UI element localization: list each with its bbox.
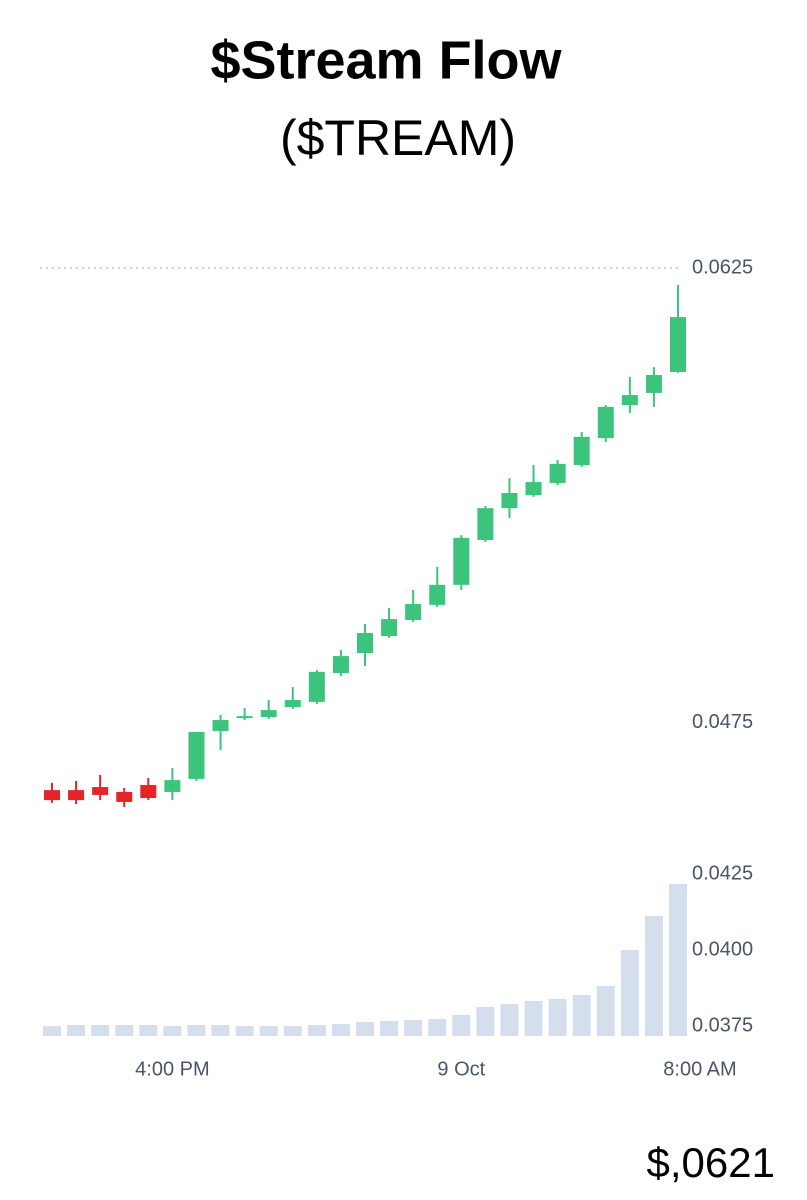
volume-bar [139,1025,158,1036]
y-tick-label: 0.0425 [692,863,753,885]
y-tick-label: 0.0400 [692,938,753,960]
volume-bar [235,1026,254,1036]
volume-bar [187,1025,206,1036]
y-tick-label: 0.0475 [692,711,753,733]
candle-body [332,656,349,674]
candle-body [670,317,686,372]
volume-bar [644,916,663,1036]
candle-body [212,720,229,731]
volume-bar [500,1004,519,1036]
volume-bar [211,1025,230,1036]
volume-bar [380,1021,399,1036]
candle-body [68,790,85,801]
volume-bar [115,1025,134,1036]
chart-title: $Stream Flow [210,30,562,90]
candle-body [140,784,157,798]
candle-body [501,492,518,509]
volume-bar [331,1024,350,1036]
volume-bar [404,1020,423,1036]
candle-body [477,508,494,540]
candle-body [453,537,470,585]
candle-body [549,463,566,483]
x-tick-label: 8:00 AM [663,1058,736,1080]
volume-bar [452,1015,471,1036]
candle-body [405,603,422,621]
volume-bar [43,1026,61,1036]
candle-body [573,436,590,466]
volume-bar [669,884,687,1036]
candle-body [188,731,205,779]
x-tick-label: 4:00 PM [135,1058,209,1080]
candle-body [308,671,325,702]
volume-bar [356,1022,374,1036]
candle-body [92,787,109,795]
volume-bar [283,1026,302,1036]
volume-bar [596,986,615,1036]
x-tick-label: 9 Oct [437,1058,485,1080]
volume-bar [91,1025,110,1036]
volume-bar [259,1026,278,1036]
candle-body [260,710,277,718]
candle-body [645,375,662,393]
volume-bar [476,1007,495,1036]
candle-body [357,633,373,654]
volume-bar [428,1019,447,1036]
volume-bar [572,995,591,1036]
candle-body [164,780,181,792]
candle-body [597,406,614,439]
y-tick-label: 0.0625 [692,256,753,278]
candle-body [116,791,133,802]
candle-body [381,619,398,637]
candle-body [525,482,542,496]
y-tick-label: 0.0375 [692,1014,753,1036]
candle-body [621,395,638,406]
candle-body [236,716,253,719]
volume-bar [524,1001,543,1036]
chart-subtitle: ($TREAM) [280,110,516,166]
volume-bar [163,1026,182,1036]
volume-bar [307,1025,326,1036]
candle-body [284,700,301,708]
volume-bar [548,999,567,1036]
volume-bar [67,1025,86,1036]
candle-body [44,790,60,801]
candle-body [429,584,446,605]
current-price: $,0621 [647,1139,775,1186]
volume-bar [620,950,639,1036]
